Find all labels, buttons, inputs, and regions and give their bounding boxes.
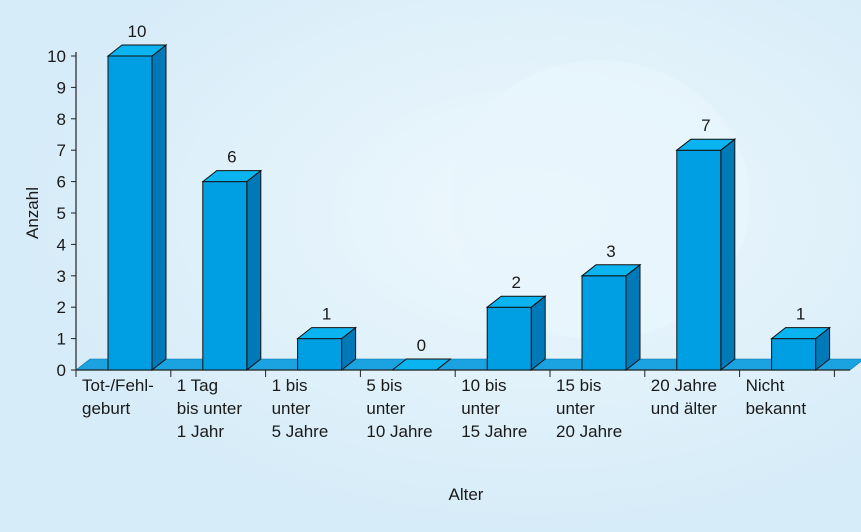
bar-top (390, 358, 452, 371)
bar-value-label: 1 (322, 305, 331, 324)
x-category-label: Tot-/Fehl-geburt (82, 376, 154, 418)
x-category-label-line: unter (461, 399, 500, 418)
x-category-label: 5 bis unter 10 Jahre (366, 376, 432, 441)
x-category-label: 1 bis unter 5 Jahre (272, 376, 329, 441)
bar-side (720, 138, 736, 372)
x-category-label-line: 1 bis (272, 376, 308, 395)
bar-value-label: 2 (511, 273, 520, 292)
bar-front (486, 306, 532, 371)
bar-top (580, 264, 642, 277)
x-category-label-line: unter (366, 399, 405, 418)
y-tick-label: 0 (57, 361, 66, 380)
x-category-label-line: 10 bis (461, 376, 506, 395)
x-category-label-line: 5 Jahre (272, 422, 329, 441)
bar (390, 358, 452, 371)
x-category-label: 10 bis unter 15 Jahre (461, 376, 527, 441)
bar (106, 43, 168, 372)
x-category-label-line: unter (556, 399, 595, 418)
x-category-label-line: geburt (82, 399, 130, 418)
bar-top (106, 44, 168, 57)
x-category-label-line: 20 Jahre (556, 422, 622, 441)
y-tick-label: 1 (57, 330, 66, 349)
bar (485, 295, 547, 372)
bar-front (676, 149, 722, 371)
x-category-label-line: und älter (651, 399, 717, 418)
x-category-label-line: 10 Jahre (366, 422, 432, 441)
bar-side (625, 263, 641, 372)
bar-front (107, 55, 153, 371)
bar-value-label: 7 (701, 116, 710, 135)
y-tick-label: 2 (57, 298, 66, 317)
y-tick-label: 8 (57, 110, 66, 129)
bar-side (151, 43, 167, 372)
x-category-label-line: 5 bis (366, 376, 402, 395)
x-category-label-line: Nicht (746, 376, 785, 395)
x-category-label-line: 15 bis (556, 376, 601, 395)
y-tick-label: 4 (57, 235, 66, 254)
y-axis-title: Anzahl (23, 187, 42, 239)
x-category-label: 1 Tag bis unter 1 Jahr (177, 376, 243, 441)
y-tick-label: 6 (57, 173, 66, 192)
bar-top (485, 295, 547, 308)
x-axis-title: Alter (449, 485, 484, 504)
y-tick-label: 3 (57, 267, 66, 286)
bar-value-label: 6 (227, 148, 236, 167)
bar-top (675, 138, 737, 151)
bar-top (296, 327, 358, 340)
y-tick-label: 5 (57, 204, 66, 223)
x-category-label-line: bekannt (746, 399, 807, 418)
bar (201, 169, 263, 372)
chart-floor (75, 358, 861, 371)
bar-top (770, 327, 832, 340)
bar-value-label: 0 (417, 336, 426, 355)
bar-side (246, 169, 262, 372)
x-category-label: Nicht bekannt (746, 376, 807, 418)
x-category-label: 20 Jahre und älter (651, 376, 717, 418)
x-category-label: 15 bis unter 20 Jahre (556, 376, 622, 441)
y-tick-label: 7 (57, 141, 66, 160)
y-tick-label: 9 (57, 78, 66, 97)
bar-side (530, 295, 546, 372)
bar-front (202, 181, 248, 371)
x-category-label-line: 20 Jahre (651, 376, 717, 395)
y-tick-label: 10 (47, 47, 66, 66)
x-category-label-line: bis unter (177, 399, 243, 418)
bar-value-label: 3 (606, 242, 615, 261)
x-category-label-line: unter (272, 399, 311, 418)
background-decoration (450, 60, 750, 340)
x-category-label-line: Tot-/Fehl- (82, 376, 154, 395)
x-category-label-line: 1 Jahr (177, 422, 225, 441)
bar-front (771, 338, 817, 371)
bar-value-label: 1 (796, 305, 805, 324)
bar (770, 326, 832, 372)
bar-front (297, 338, 343, 371)
x-category-label-line: 15 Jahre (461, 422, 527, 441)
bar-front (581, 275, 627, 371)
bar-value-label: 10 (128, 22, 147, 41)
bar-top (201, 170, 263, 183)
bar (675, 138, 737, 372)
bar (296, 326, 358, 372)
x-category-label-line: 1 Tag (177, 376, 218, 395)
bar (580, 263, 642, 372)
